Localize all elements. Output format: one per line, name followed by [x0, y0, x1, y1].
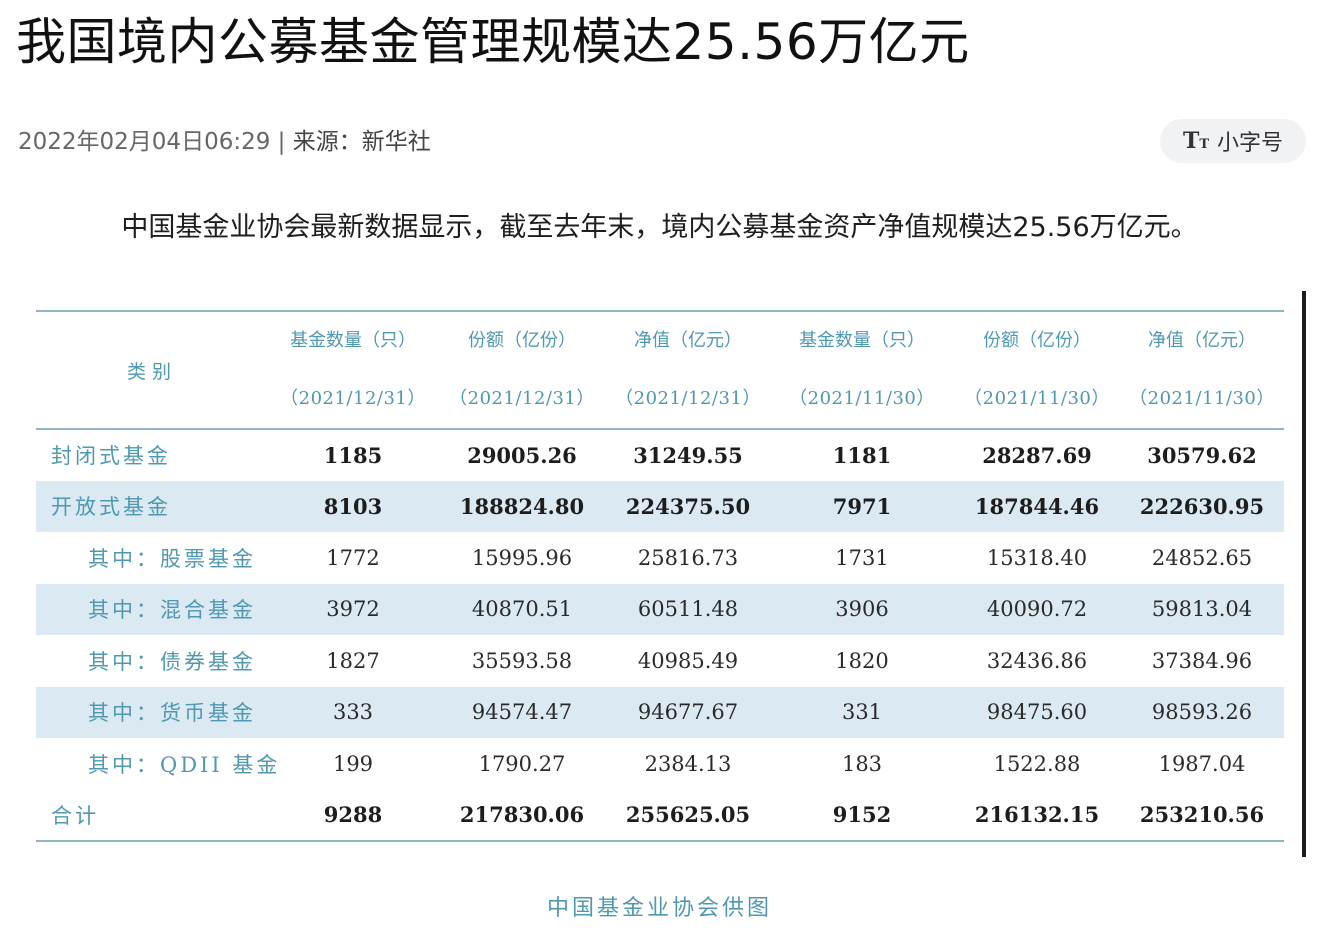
- table-cell: 1772: [326, 545, 380, 570]
- table-cell: 1181: [832, 442, 892, 468]
- table-cell: 94677.67: [637, 700, 739, 725]
- column-header: 基金数量（只） （2021/11/30）: [770, 311, 954, 430]
- table-cell: 40985.49: [637, 648, 739, 673]
- fund-statistics-table: 类别 基金数量（只） （2021/12/31） 份额（亿份） （2021/12/31…: [36, 310, 1284, 842]
- table-row: 其中：货币基金 333 94574.47 94677.67 331 98475.…: [36, 686, 1284, 738]
- row-label: 其中：债券基金: [88, 649, 256, 674]
- table-cell: 30579.62: [1147, 442, 1257, 468]
- table-row: 封闭式基金 1185 29005.26 31249.55 1181 28287.…: [36, 429, 1284, 481]
- font-size-toggle-label: 小字号: [1217, 131, 1284, 156]
- table-cell: 40870.51: [471, 597, 573, 622]
- row-label: 其中：QDII 基金: [88, 752, 281, 777]
- table-cell: 15318.40: [986, 545, 1088, 570]
- table-cell: 216132.15: [974, 802, 1100, 828]
- table-cell: 217830.06: [459, 802, 585, 828]
- row-label: 其中：货币基金: [88, 701, 256, 726]
- table-cell: 28287.69: [982, 442, 1092, 468]
- table-cell: 7971: [832, 493, 892, 519]
- table-cell: 187844.46: [974, 493, 1100, 519]
- table-cell: 188824.80: [459, 493, 585, 519]
- table-cell: 1987.04: [1158, 751, 1246, 776]
- table-cell: 32436.86: [986, 648, 1088, 673]
- table-cell: 98593.26: [1151, 700, 1253, 725]
- table-row: 合计 9288 217830.06 255625.05 9152 216132.…: [36, 790, 1284, 842]
- table-cell: 255625.05: [625, 802, 751, 828]
- table-cell: 8103: [323, 493, 383, 519]
- table-cell: 1827: [326, 648, 380, 673]
- column-header: 净值（亿元） （2021/12/31）: [606, 311, 770, 430]
- table-cell: 222630.95: [1139, 493, 1265, 519]
- table-cell: 333: [332, 700, 374, 725]
- table-cell: 25816.73: [637, 545, 739, 570]
- column-header: 份额（亿份） （2021/11/30）: [954, 311, 1120, 430]
- meta-separator: |: [277, 129, 286, 155]
- table-row: 其中：QDII 基金 199 1790.27 2384.13 183 1522.…: [36, 738, 1284, 790]
- table-cell: 1522.88: [993, 751, 1081, 776]
- table-cell: 2384.13: [644, 751, 732, 776]
- source-name: 新华社: [361, 129, 431, 155]
- table-cell: 9288: [323, 802, 383, 828]
- table-row: 开放式基金 8103 188824.80 224375.50 7971 1878…: [36, 480, 1284, 532]
- row-label: 开放式基金: [51, 495, 171, 520]
- table-row: 其中：股票基金 1772 15995.96 25816.73 1731 1531…: [36, 532, 1284, 584]
- article-meta: 2022年02月04日06:29 | 来源：新华社: [18, 124, 431, 160]
- column-header: 净值（亿元） （2021/11/30）: [1120, 311, 1284, 430]
- table-cell: 98475.60: [986, 700, 1088, 725]
- article-title: 我国境内公募基金管理规模达25.56万亿元: [16, 13, 970, 71]
- table-cell: 37384.96: [1151, 648, 1253, 673]
- row-label: 其中：股票基金: [88, 546, 256, 571]
- table-cell: 29005.26: [467, 442, 577, 468]
- table-cell: 199: [332, 751, 374, 776]
- row-label: 合计: [51, 803, 99, 828]
- table-cell: 40090.72: [986, 597, 1088, 622]
- table-cell: 183: [841, 751, 883, 776]
- table-cell: 253210.56: [1139, 802, 1265, 828]
- table-row: 其中：债券基金 1827 35593.58 40985.49 1820 3243…: [36, 635, 1284, 687]
- column-header: 基金数量（只） （2021/12/31）: [268, 311, 438, 430]
- table-cell: 35593.58: [471, 648, 573, 673]
- table-cell: 24852.65: [1151, 545, 1253, 570]
- source-label: 来源：: [292, 129, 362, 155]
- column-header: 份额（亿份） （2021/12/31）: [438, 311, 606, 430]
- image-caption: 中国基金业协会供图: [546, 896, 772, 921]
- article-lead-paragraph: 中国基金业协会最新数据显示，截至去年末，境内公募基金资产净值规模达25.56万亿…: [121, 212, 1198, 243]
- table-cell: 1731: [835, 545, 889, 570]
- table-cell: 59813.04: [1151, 597, 1253, 622]
- table-cell: 15995.96: [471, 545, 573, 570]
- table-cell: 1185: [323, 442, 383, 468]
- category-header: 类别: [36, 311, 268, 430]
- table-cell: 3972: [326, 597, 380, 622]
- table-cell: 94574.47: [471, 700, 573, 725]
- table-cell: 331: [841, 700, 883, 725]
- row-label: 封闭式基金: [51, 444, 171, 469]
- table-cell: 224375.50: [625, 493, 751, 519]
- row-label: 其中：混合基金: [88, 598, 256, 623]
- table-cell: 1820: [835, 648, 889, 673]
- table-header-row: 类别 基金数量（只） （2021/12/31） 份额（亿份） （2021/12/31…: [36, 311, 1284, 430]
- image-right-border: [1302, 291, 1306, 857]
- table-cell: 31249.55: [633, 442, 743, 468]
- publish-datetime: 2022年02月04日06:29: [18, 129, 271, 155]
- table-cell: 9152: [832, 802, 892, 828]
- table-cell: 1790.27: [478, 751, 566, 776]
- table-cell: 60511.48: [637, 597, 739, 622]
- table-cell: 3906: [835, 597, 889, 622]
- table-row: 其中：混合基金 3972 40870.51 60511.48 3906 4009…: [36, 583, 1284, 635]
